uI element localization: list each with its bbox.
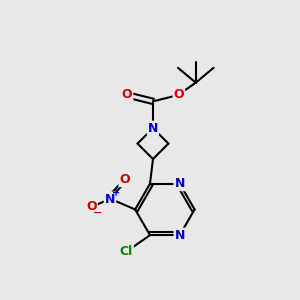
Text: N: N [148, 122, 158, 135]
Text: N: N [105, 193, 115, 206]
Text: N: N [175, 177, 185, 190]
Text: O: O [86, 200, 97, 213]
Text: Cl: Cl [120, 245, 133, 258]
Text: −: − [93, 208, 102, 218]
Text: O: O [122, 88, 132, 101]
Text: O: O [173, 88, 184, 101]
Text: O: O [119, 173, 130, 186]
Text: +: + [112, 188, 121, 197]
Text: N: N [175, 229, 185, 242]
